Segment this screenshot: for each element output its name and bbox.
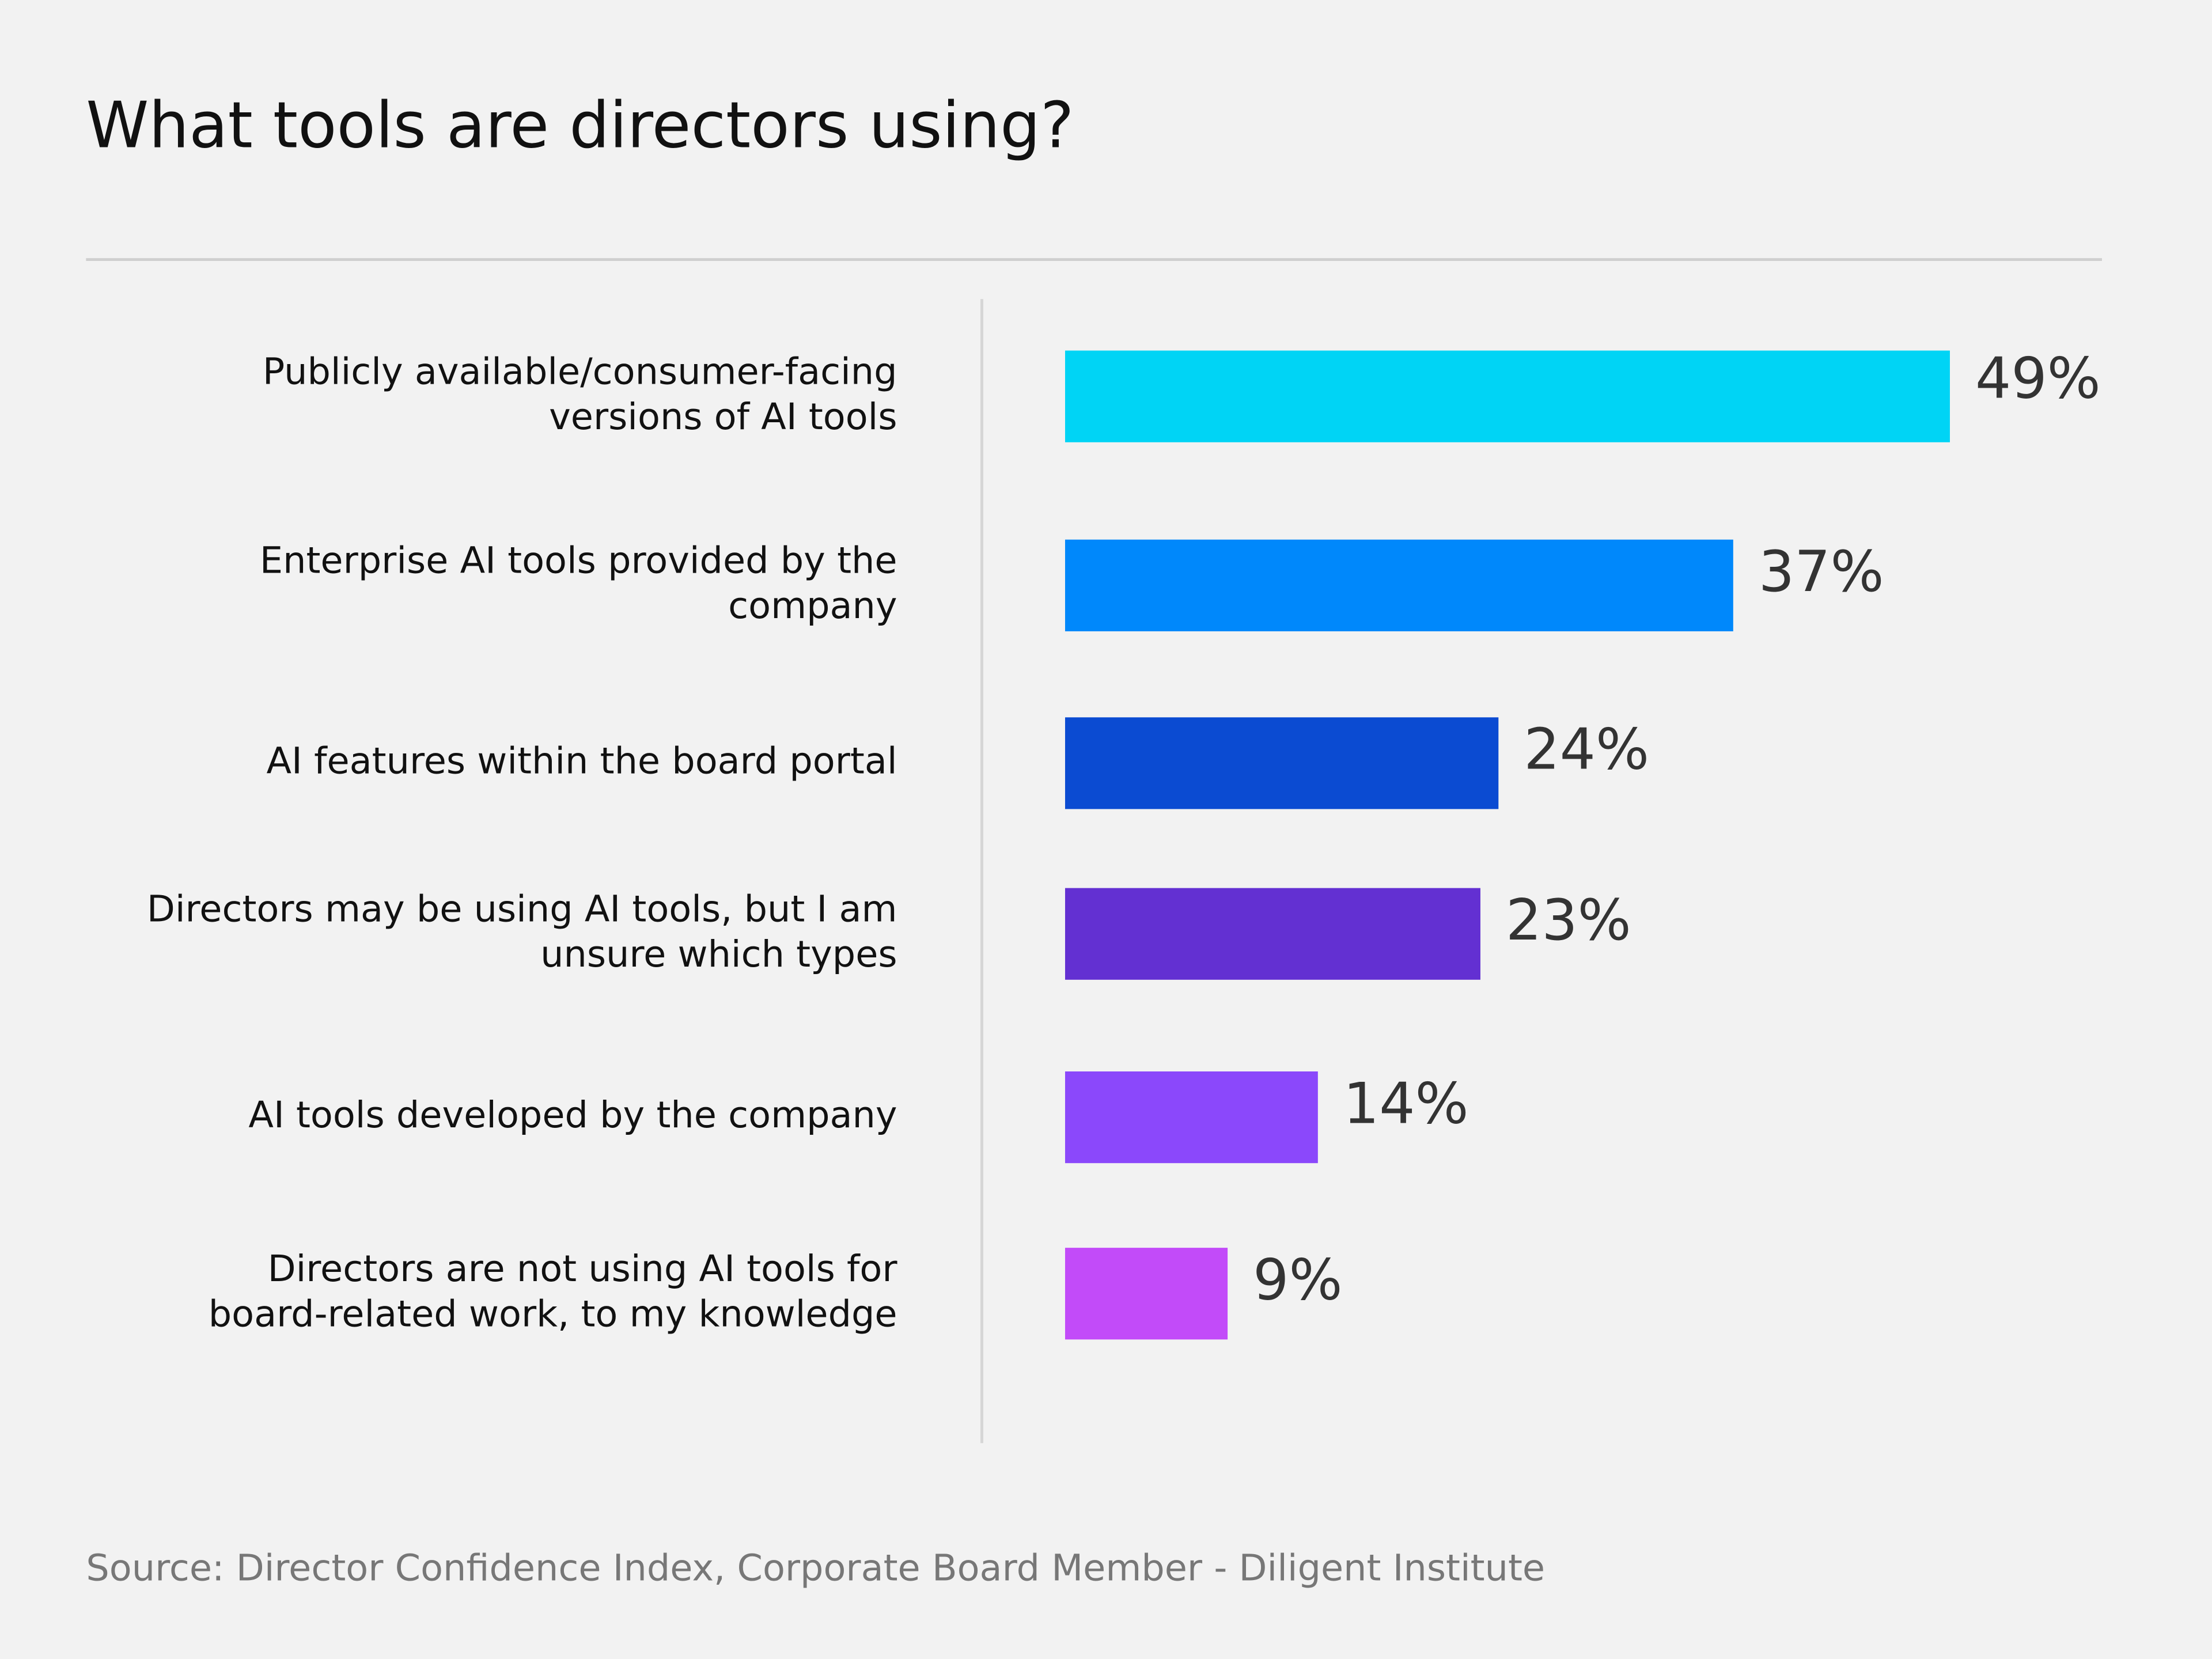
category-label: Directors may be using AI tools, but I a… bbox=[147, 888, 897, 931]
category-label: versions of AI tools bbox=[549, 396, 897, 438]
bar bbox=[1065, 888, 1480, 980]
bar bbox=[1065, 539, 1733, 631]
value-label: 49% bbox=[1975, 346, 2101, 412]
category-label: Publicly available/consumer-facing bbox=[263, 351, 897, 393]
bar bbox=[1065, 1071, 1318, 1164]
value-label: 37% bbox=[1759, 539, 1884, 605]
source-note: Source: Director Confidence Index, Corpo… bbox=[86, 1547, 1545, 1589]
chart-title: What tools are directors using? bbox=[86, 89, 1074, 162]
bar bbox=[1065, 1248, 1228, 1340]
category-label: Enterprise AI tools provided by the bbox=[260, 540, 897, 582]
value-label: 24% bbox=[1524, 717, 1649, 783]
category-label: board-related work, to my knowledge bbox=[209, 1293, 897, 1335]
category-label: unsure which types bbox=[540, 933, 897, 976]
category-label: company bbox=[728, 585, 897, 627]
value-label: 23% bbox=[1506, 888, 1631, 953]
value-label: 9% bbox=[1253, 1247, 1342, 1313]
category-label: AI features within the board portal bbox=[267, 740, 897, 782]
bar bbox=[1065, 350, 1950, 442]
category-label: Directors are not using AI tools for bbox=[268, 1248, 898, 1290]
value-label: 14% bbox=[1343, 1071, 1469, 1137]
category-label: AI tools developed by the company bbox=[248, 1094, 897, 1137]
bar bbox=[1065, 717, 1499, 809]
